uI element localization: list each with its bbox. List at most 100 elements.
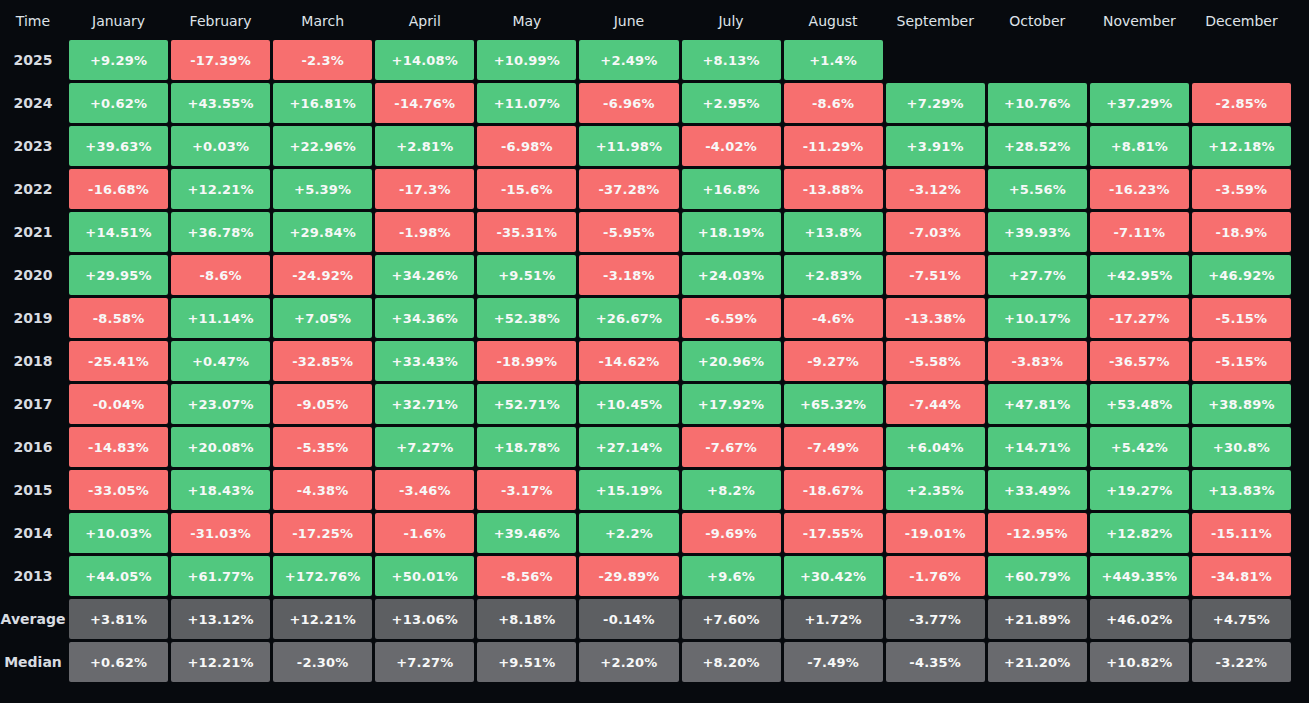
- cell-2013-february: +61.77%: [171, 556, 270, 596]
- cell-2014-may: +39.46%: [477, 513, 576, 553]
- cell-2015-october: +33.49%: [988, 470, 1087, 510]
- cell-2019-november: -17.27%: [1090, 298, 1189, 338]
- cell-2014-march: -17.25%: [273, 513, 372, 553]
- cell-2016-september: +6.04%: [886, 427, 985, 467]
- cell-2022-september: -3.12%: [886, 169, 985, 209]
- page: Time JanuaryFebruaryMarchAprilMayJuneJul…: [0, 0, 1309, 682]
- row-label-2022: 2022: [0, 169, 66, 209]
- cell-2023-july: -4.02%: [682, 126, 781, 166]
- cell-2022-march: +5.39%: [273, 169, 372, 209]
- cell-median-december: -3.22%: [1192, 642, 1291, 682]
- cell-2024-april: -14.76%: [375, 83, 474, 123]
- cell-2018-may: -18.99%: [477, 341, 576, 381]
- cell-2019-september: -13.38%: [886, 298, 985, 338]
- cell-2013-may: -8.56%: [477, 556, 576, 596]
- cell-2022-january: -16.68%: [69, 169, 168, 209]
- cell-2022-july: +16.8%: [682, 169, 781, 209]
- cell-2019-june: +26.67%: [579, 298, 678, 338]
- cell-2017-july: +17.92%: [682, 384, 781, 424]
- cell-2021-august: +13.8%: [784, 212, 883, 252]
- cell-2016-january: -14.83%: [69, 427, 168, 467]
- cell-2017-january: -0.04%: [69, 384, 168, 424]
- cell-2016-august: -7.49%: [784, 427, 883, 467]
- cell-2025-january: +9.29%: [69, 40, 168, 80]
- cell-2014-april: -1.6%: [375, 513, 474, 553]
- month-header-november: November: [1090, 4, 1189, 37]
- month-header-september: September: [886, 4, 985, 37]
- cell-2019-july: -6.59%: [682, 298, 781, 338]
- cell-2016-february: +20.08%: [171, 427, 270, 467]
- cell-2025-september-empty: [886, 40, 985, 80]
- cell-2021-january: +14.51%: [69, 212, 168, 252]
- cell-2021-september: -7.03%: [886, 212, 985, 252]
- cell-2023-november: +8.81%: [1090, 126, 1189, 166]
- cell-2024-august: -8.6%: [784, 83, 883, 123]
- cell-2020-april: +34.26%: [375, 255, 474, 295]
- cell-2021-december: -18.9%: [1192, 212, 1291, 252]
- cell-2017-august: +65.32%: [784, 384, 883, 424]
- cell-2013-march: +172.76%: [273, 556, 372, 596]
- cell-2015-may: -3.17%: [477, 470, 576, 510]
- cell-median-may: +9.51%: [477, 642, 576, 682]
- cell-2015-january: -33.05%: [69, 470, 168, 510]
- cell-median-august: -7.49%: [784, 642, 883, 682]
- cell-average-november: +46.02%: [1090, 599, 1189, 639]
- cell-2016-march: -5.35%: [273, 427, 372, 467]
- row-label-median: Median: [0, 642, 66, 682]
- cell-median-february: +12.21%: [171, 642, 270, 682]
- cell-2020-may: +9.51%: [477, 255, 576, 295]
- cell-2015-september: +2.35%: [886, 470, 985, 510]
- cell-median-april: +7.27%: [375, 642, 474, 682]
- cell-2022-may: -15.6%: [477, 169, 576, 209]
- cell-2017-june: +10.45%: [579, 384, 678, 424]
- cell-2025-june: +2.49%: [579, 40, 678, 80]
- cell-2020-july: +24.03%: [682, 255, 781, 295]
- row-label-2024: 2024: [0, 83, 66, 123]
- cell-2014-august: -17.55%: [784, 513, 883, 553]
- cell-2022-april: -17.3%: [375, 169, 474, 209]
- cell-2021-july: +18.19%: [682, 212, 781, 252]
- cell-2015-march: -4.38%: [273, 470, 372, 510]
- cell-2020-october: +27.7%: [988, 255, 1087, 295]
- row-label-2025: 2025: [0, 40, 66, 80]
- cell-2013-december: -34.81%: [1192, 556, 1291, 596]
- cell-2017-december: +38.89%: [1192, 384, 1291, 424]
- cell-2023-june: +11.98%: [579, 126, 678, 166]
- cell-2023-october: +28.52%: [988, 126, 1087, 166]
- cell-2024-october: +10.76%: [988, 83, 1087, 123]
- cell-2024-march: +16.81%: [273, 83, 372, 123]
- cell-2025-april: +14.08%: [375, 40, 474, 80]
- cell-2014-november: +12.82%: [1090, 513, 1189, 553]
- time-column-header: Time: [0, 4, 66, 37]
- cell-average-october: +21.89%: [988, 599, 1087, 639]
- cell-2018-november: -36.57%: [1090, 341, 1189, 381]
- cell-2020-december: +46.92%: [1192, 255, 1291, 295]
- cell-2023-february: +0.03%: [171, 126, 270, 166]
- cell-2018-october: -3.83%: [988, 341, 1087, 381]
- cell-2023-march: +22.96%: [273, 126, 372, 166]
- cell-2022-february: +12.21%: [171, 169, 270, 209]
- cell-2016-october: +14.71%: [988, 427, 1087, 467]
- cell-2018-june: -14.62%: [579, 341, 678, 381]
- cell-2024-february: +43.55%: [171, 83, 270, 123]
- cell-average-february: +13.12%: [171, 599, 270, 639]
- cell-2016-december: +30.8%: [1192, 427, 1291, 467]
- cell-2021-june: -5.95%: [579, 212, 678, 252]
- cell-2018-january: -25.41%: [69, 341, 168, 381]
- cell-2013-june: -29.89%: [579, 556, 678, 596]
- month-header-august: August: [784, 4, 883, 37]
- cell-2018-september: -5.58%: [886, 341, 985, 381]
- cell-2025-march: -2.3%: [273, 40, 372, 80]
- cell-2023-august: -11.29%: [784, 126, 883, 166]
- cell-2023-january: +39.63%: [69, 126, 168, 166]
- cell-average-june: -0.14%: [579, 599, 678, 639]
- cell-2019-december: -5.15%: [1192, 298, 1291, 338]
- cell-2018-march: -32.85%: [273, 341, 372, 381]
- month-header-april: April: [375, 4, 474, 37]
- cell-2019-october: +10.17%: [988, 298, 1087, 338]
- cell-2025-october-empty: [988, 40, 1087, 80]
- cell-2021-february: +36.78%: [171, 212, 270, 252]
- cell-median-september: -4.35%: [886, 642, 985, 682]
- cell-2025-december-empty: [1192, 40, 1291, 80]
- cell-2013-november: +449.35%: [1090, 556, 1189, 596]
